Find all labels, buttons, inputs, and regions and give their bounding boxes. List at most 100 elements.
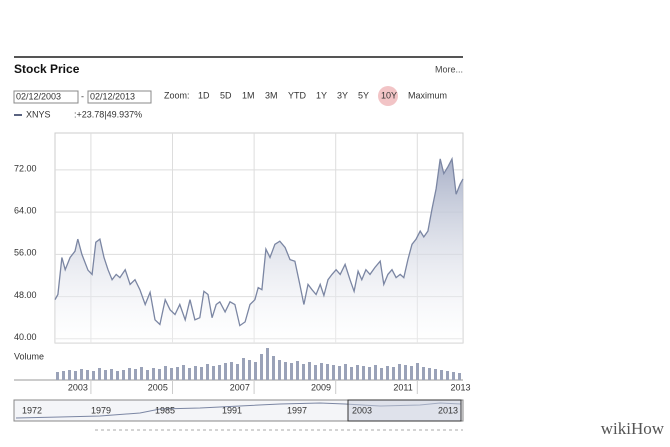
volume-bar [284, 362, 287, 380]
volume-bar [80, 369, 83, 380]
volume-bar [344, 364, 347, 380]
volume-bar [134, 369, 137, 380]
end-date-input[interactable] [87, 90, 152, 104]
y-tick-label: 72.00 [14, 163, 37, 173]
more-link[interactable]: More... [435, 64, 463, 74]
zoom-button[interactable]: 5Y [358, 90, 369, 100]
volume-bar [320, 363, 323, 380]
volume-bar [68, 370, 71, 380]
volume-bar [182, 365, 185, 380]
volume-bar [308, 362, 311, 380]
navigator-window[interactable] [347, 399, 462, 422]
widget-title: Stock Price [14, 62, 80, 76]
volume-bar [380, 368, 383, 380]
volume-bar [218, 365, 221, 380]
volume-bar [254, 362, 257, 380]
zoom-button[interactable]: YTD [288, 90, 307, 100]
volume-bar [128, 368, 131, 380]
x-tick-label: 2003 [68, 382, 88, 392]
volume-bar [296, 361, 299, 380]
volume-bar [104, 370, 107, 380]
volume-bar [140, 367, 143, 380]
zoom-button[interactable]: Maximum [408, 90, 447, 100]
volume-bar [278, 360, 281, 380]
volume-bar [176, 367, 179, 380]
navigator-label: 1997 [287, 405, 307, 415]
volume-bar [434, 369, 437, 380]
volume-bar [260, 354, 263, 380]
zoom-button[interactable]: 10Y [381, 90, 397, 100]
zoom-button[interactable]: 1Y [316, 90, 327, 100]
x-tick-label: 2013 [451, 382, 471, 392]
volume-bar [248, 360, 251, 380]
navigator-label: 2013 [438, 405, 458, 415]
navigator-label: 1985 [155, 405, 175, 415]
volume-bar [410, 366, 413, 380]
volume-bar [116, 371, 119, 380]
volume-bar [200, 367, 203, 380]
zoom-button[interactable]: 1D [198, 90, 210, 100]
zoom-button[interactable]: 5D [220, 90, 232, 100]
watermark: wikiHow [601, 419, 665, 438]
volume-bar [230, 362, 233, 380]
date-separator: - [81, 91, 84, 101]
zoom-button[interactable]: 1M [242, 90, 255, 100]
volume-bar [86, 370, 89, 380]
y-tick-label: 56.00 [14, 248, 37, 258]
volume-bar [212, 366, 215, 380]
volume-bar [146, 370, 149, 380]
volume-bar [158, 369, 161, 380]
navigator-label: 2003 [352, 405, 372, 415]
volume-bar [404, 365, 407, 380]
volume-bar [416, 363, 419, 380]
volume-bar [272, 356, 275, 380]
volume-bar [440, 370, 443, 380]
volume-bar [188, 368, 191, 380]
volume-bar [236, 364, 239, 380]
y-tick-label: 64.00 [14, 206, 37, 216]
volume-bar [194, 366, 197, 380]
volume-bar [398, 364, 401, 380]
zoom-selected [378, 86, 398, 106]
zoom-label: Zoom: [164, 90, 190, 100]
volume-bar [332, 365, 335, 380]
volume-bar [422, 367, 425, 380]
volume-bar [62, 371, 65, 380]
volume-bar [368, 367, 371, 380]
start-date[interactable]: 02/12/2003 [16, 91, 61, 101]
volume-bar [350, 367, 353, 380]
volume-bar [224, 363, 227, 380]
zoom-button[interactable]: 3M [265, 90, 278, 100]
volume-bar [386, 366, 389, 380]
x-tick-label: 2005 [148, 382, 168, 392]
volume-bar [362, 366, 365, 380]
volume-bar [74, 371, 77, 380]
volume-bar [326, 364, 329, 380]
volume-bar [374, 365, 377, 380]
start-date-input[interactable] [13, 90, 79, 104]
volume-bar [452, 372, 455, 380]
zoom-button[interactable]: 3Y [337, 90, 348, 100]
y-tick-label: 40.00 [14, 332, 37, 342]
volume-bar [338, 366, 341, 380]
volume-bar [392, 367, 395, 380]
volume-bar [290, 363, 293, 380]
volume-bar [428, 368, 431, 380]
volume-bar [356, 365, 359, 380]
volume-bar [266, 348, 269, 380]
volume-bar [110, 369, 113, 380]
navigator-label: 1972 [22, 405, 42, 415]
volume-bar [152, 368, 155, 380]
legend-change: :+23.78|49.937% [74, 109, 142, 119]
end-date[interactable]: 02/12/2013 [90, 91, 135, 101]
x-tick-label: 2007 [230, 382, 250, 392]
volume-bar [206, 364, 209, 380]
volume-bar [122, 370, 125, 380]
legend-name: XNYS [26, 109, 51, 119]
volume-bar [164, 366, 167, 380]
x-tick-label: 2009 [311, 382, 331, 392]
volume-bar [170, 368, 173, 380]
volume-bar [92, 371, 95, 380]
